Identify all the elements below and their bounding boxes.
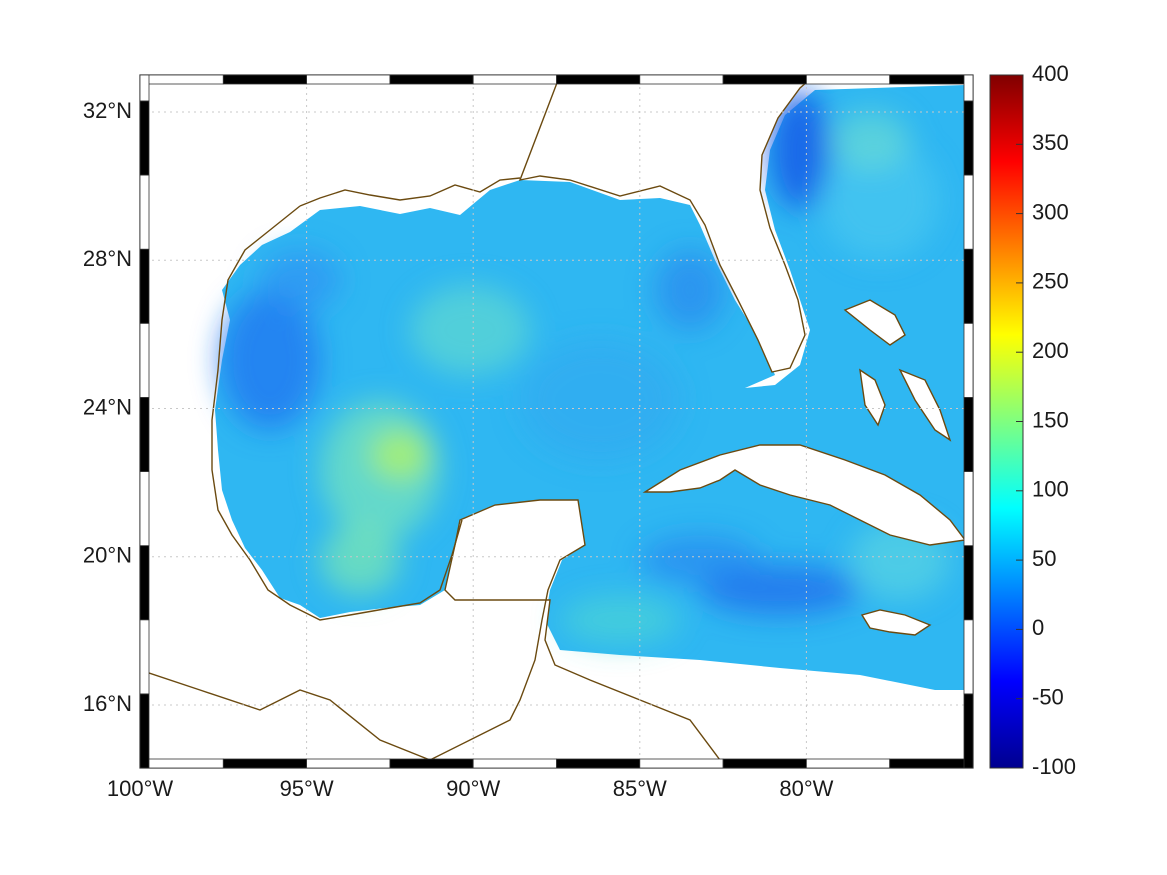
frame-segment [472,74,557,85]
frame-segment [139,545,150,621]
colorbar-tick-label: 200 [1032,338,1069,363]
lon-tick-label: 100°W [107,776,174,801]
frame-segment [139,74,150,102]
colorbar-tick-label: 350 [1032,130,1069,155]
lat-tick-label: 24°N [83,394,132,419]
frame-segment [963,248,974,324]
frame-segment [139,74,224,85]
frame-segment [472,758,557,769]
yucatan-coast [140,499,973,768]
lat-tick-label: 20°N [83,543,132,568]
frame-segment [556,74,641,85]
frame-segment [639,74,724,85]
frame-segment [963,471,974,547]
colorbar-tick-label: 100 [1032,477,1069,502]
frame-segment [806,758,891,769]
frame-segment [139,693,150,769]
frame-segment [139,758,224,769]
frame-segment [139,471,150,547]
lat-tick-label: 16°N [83,691,132,716]
frame-segment [389,758,474,769]
frame-segment [139,397,150,472]
frame-segment [222,758,308,769]
coastline-layer [211,177,521,621]
frame-segment [722,758,807,769]
frame-segment [963,619,974,695]
longitude-labels: 100°W 95°W 90°W 85°W 80°W [107,776,834,801]
frame-segment [306,758,391,769]
colorbar-tick-label: 300 [1032,199,1069,224]
frame-segment [963,322,974,398]
lon-tick-label: 80°W [779,776,833,801]
land-layer [140,75,973,768]
colorbar-tick-label: 150 [1032,407,1069,432]
frame-segment [963,693,974,769]
frame-segment [639,758,724,769]
florida-coast [518,75,817,373]
frame-segment [556,758,641,769]
frame-segment [389,74,474,85]
cuba [642,444,967,546]
bahamas [843,299,952,442]
colorbar-tick-label: 50 [1032,546,1056,571]
frame-segment [139,174,150,250]
frame-segment [889,74,974,85]
frame-segment [139,100,150,176]
frame-segment [963,74,974,102]
frame-segment [306,74,391,85]
lon-tick-label: 95°W [280,776,334,801]
colorbar-ticks: 400 350 300 250 200 150 100 50 0 -50 -100 [1016,61,1076,779]
lon-tick-label: 85°W [613,776,667,801]
lat-tick-label: 28°N [83,246,132,271]
colorbar-tick-label: 400 [1032,61,1069,86]
frame-segment [222,74,308,85]
colorbar-tick-label: -50 [1032,685,1064,710]
colorbar-tick-label: 250 [1032,269,1069,294]
frame-segment [139,619,150,695]
frame-segment [722,74,807,85]
frame-segment [963,100,974,176]
frame-segment [963,545,974,621]
frame-segment [806,74,891,85]
frame-segment [139,322,150,398]
frame-segment [963,174,974,250]
jamaica [860,609,932,636]
colorbar-tick-label: -100 [1032,754,1076,779]
frame-segment [963,397,974,472]
colorbar-tick-label: 0 [1032,615,1044,640]
lon-tick-label: 90°W [446,776,500,801]
latitude-labels: 16°N 20°N 24°N 28°N 32°N [83,98,132,716]
frame-segment [139,248,150,324]
frame-segment [889,758,974,769]
checkered-frame [139,74,974,769]
lat-tick-label: 32°N [83,98,132,123]
gulf-coastline [211,177,521,621]
